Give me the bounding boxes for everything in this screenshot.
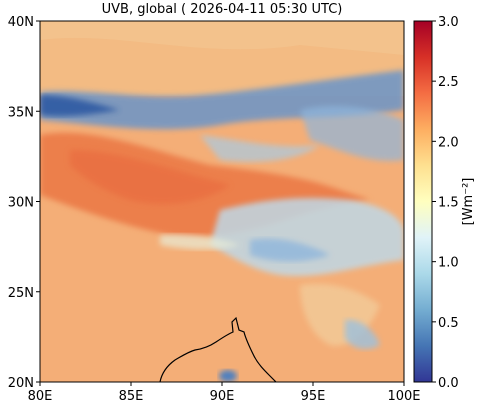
y-tick-label: 30N bbox=[8, 196, 34, 211]
x-tick-label: 100E bbox=[387, 389, 420, 404]
colorbar-tick-label: 2.5 bbox=[438, 75, 459, 90]
colorbar-tick-label: 1.0 bbox=[438, 256, 459, 271]
y-tick-label: 20N bbox=[8, 376, 34, 391]
colorbar bbox=[413, 20, 433, 383]
x-tick-label: 90E bbox=[210, 389, 235, 404]
y-axis: 20N 25N 30N 35N 40N bbox=[8, 15, 40, 391]
colorbar-tick-label: 0.0 bbox=[438, 376, 459, 391]
x-tick-label: 95E bbox=[301, 389, 326, 404]
x-tick-label: 85E bbox=[119, 389, 144, 404]
colorbar-ticks: 0.0 0.5 1.0 1.5 2.0 2.5 3.0 bbox=[432, 15, 459, 391]
colorbar-label: [Wm⁻²] bbox=[461, 178, 476, 226]
x-axis: 80E 85E 90E 95E 100E bbox=[28, 382, 421, 404]
colorbar-tick-label: 3.0 bbox=[438, 15, 459, 30]
colorbar-tick-label: 0.5 bbox=[438, 316, 459, 331]
y-tick-label: 25N bbox=[8, 286, 34, 301]
uvb-field bbox=[40, 21, 404, 382]
colorbar-tick-label: 1.5 bbox=[438, 196, 459, 211]
x-tick-label: 80E bbox=[28, 389, 53, 404]
map-title: UVB, global ( 2026-04-11 05:30 UTC) bbox=[101, 2, 343, 17]
y-tick-label: 40N bbox=[8, 15, 34, 30]
y-tick-label: 35N bbox=[8, 105, 34, 120]
colorbar-tick-label: 2.0 bbox=[438, 135, 459, 150]
